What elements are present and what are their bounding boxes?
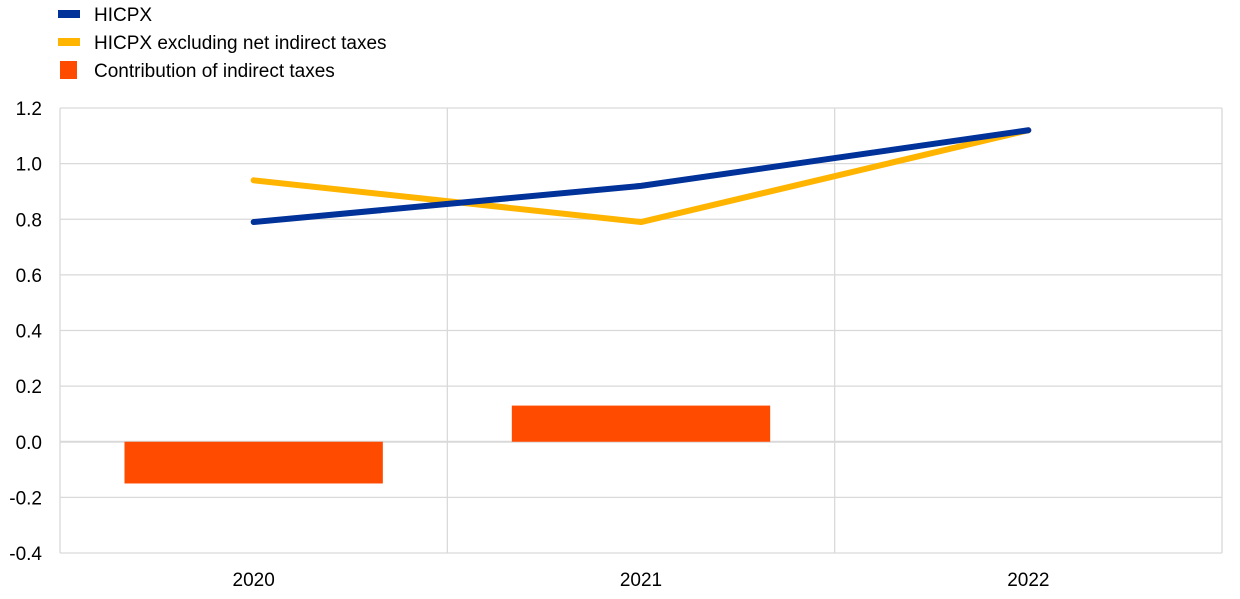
y-tick-label: 1.2 — [16, 99, 42, 120]
y-tick-label: -0.2 — [9, 488, 42, 509]
legend-label: Contribution of indirect taxes — [94, 61, 335, 82]
bars — [124, 405, 771, 484]
y-tick-label: 0.0 — [16, 433, 42, 454]
y-axis-ticks: 1.2 1.0 0.8 0.6 0.4 0.2 0.0 -0.2 -0.4 — [9, 99, 42, 565]
x-tick-label: 2021 — [620, 570, 662, 591]
line-series-hicpx — [250, 127, 1032, 226]
y-tick-label: 0.4 — [16, 322, 43, 343]
legend-swatch — [58, 10, 80, 18]
y-tick-label: 0.2 — [16, 377, 42, 398]
legend-label: HICPX — [94, 5, 152, 26]
legend-swatch — [60, 61, 77, 79]
bar-contribution-of-indirect-taxes-2020 — [124, 441, 383, 484]
y-tick-label: 0.8 — [16, 210, 42, 231]
legend: HICPX HICPX excluding net indirect taxes C… — [58, 5, 387, 82]
line-series-hicpx-excluding-net-indirect-taxes — [250, 127, 1032, 226]
grid — [59, 107, 1223, 554]
lines — [250, 127, 1032, 226]
y-tick-label: -0.4 — [9, 544, 42, 565]
x-tick-label: 2022 — [1007, 570, 1049, 591]
y-tick-label: 1.0 — [16, 155, 42, 176]
legend-label: HICPX excluding net indirect taxes — [94, 33, 387, 54]
x-tick-label: 2020 — [233, 570, 275, 591]
y-tick-label: 0.6 — [16, 266, 42, 287]
bar-contribution-of-indirect-taxes-2021 — [511, 405, 771, 442]
legend-swatch — [58, 38, 80, 46]
x-axis-ticks: 2020 2021 2022 — [233, 570, 1050, 591]
